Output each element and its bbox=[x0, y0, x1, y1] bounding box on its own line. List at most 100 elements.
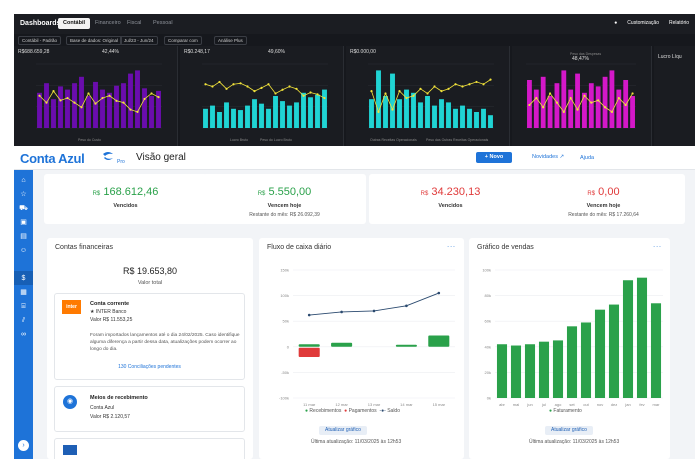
bar bbox=[488, 115, 493, 128]
tab-contabil[interactable]: Contábil bbox=[58, 18, 90, 29]
bar bbox=[156, 90, 161, 128]
novidades-link[interactable]: Novidades ↗ bbox=[532, 154, 564, 160]
line-point bbox=[302, 94, 305, 97]
x-tick-label: dez bbox=[611, 402, 617, 407]
customizacao-button[interactable]: Customização bbox=[627, 20, 659, 26]
box-icon[interactable]: ▣ bbox=[20, 219, 27, 226]
atualizar-grafico-button[interactable]: Atualizar gráfico bbox=[545, 426, 593, 435]
legend-dot-red: ● bbox=[344, 408, 348, 414]
kpi-amount: 0,00 bbox=[598, 186, 620, 198]
bar bbox=[554, 83, 560, 128]
kpi-label: Vencem hoje bbox=[586, 203, 621, 209]
bar bbox=[65, 89, 70, 128]
kpi-currency: R$ bbox=[92, 191, 101, 197]
kpi-card-pagar-hoje[interactable]: R$ 0,00 Vencem hoje Restante do mês: R$ … bbox=[522, 174, 685, 224]
tab-financeiro[interactable]: Financeiro bbox=[95, 20, 121, 26]
line-point bbox=[225, 87, 228, 90]
bar bbox=[72, 83, 77, 128]
x-tick-label: 14 mar bbox=[400, 402, 413, 407]
bar bbox=[481, 108, 486, 128]
more-options-icon[interactable]: ... bbox=[447, 242, 456, 249]
kpi-value: R$ 168.612,46 bbox=[44, 186, 207, 198]
bar bbox=[135, 70, 140, 128]
cart-icon[interactable]: ⛟ bbox=[19, 205, 28, 212]
x-tick-label: set bbox=[569, 402, 575, 407]
bar bbox=[79, 76, 84, 128]
kpi-amount: 5.550,00 bbox=[268, 186, 312, 198]
bar bbox=[446, 102, 451, 128]
saldo-point bbox=[340, 310, 343, 314]
filter-profile[interactable]: Contábil - Padrão bbox=[18, 36, 62, 45]
panel-3-chart bbox=[368, 63, 494, 129]
home-icon[interactable]: ⌂ bbox=[21, 177, 26, 184]
conciliacoes-link[interactable]: 130 Conciliações pendentes bbox=[118, 364, 181, 370]
kpi-card-pagar-vencidos[interactable]: R$ 34.230,13 Vencidos bbox=[369, 174, 532, 224]
line-point bbox=[122, 101, 125, 104]
chart-icon[interactable]: ⫽ bbox=[21, 317, 26, 324]
bank-icon[interactable]: ⌸ bbox=[21, 303, 26, 310]
line-point bbox=[136, 110, 139, 113]
line-point bbox=[260, 86, 263, 90]
filter-compare[interactable]: Comparar com bbox=[164, 36, 202, 45]
legend-dot-green: ● bbox=[549, 408, 553, 414]
recebimentos-bar bbox=[298, 344, 320, 347]
relatorio-button[interactable]: Relatório bbox=[668, 20, 689, 26]
user-icon[interactable]: ☺ bbox=[19, 247, 28, 254]
bar bbox=[308, 97, 313, 128]
panel-3-legend2: Peso das Outras Receitas Operacionais bbox=[426, 138, 489, 142]
faturamento-bar bbox=[566, 326, 578, 398]
filter-database[interactable]: Base de dados: Original bbox=[66, 36, 123, 45]
calendar-icon[interactable]: ▦ bbox=[20, 289, 27, 296]
link-icon[interactable]: ∞ bbox=[21, 331, 26, 338]
x-tick-label: ago bbox=[555, 402, 562, 407]
expand-sidebar-icon[interactable]: › bbox=[18, 440, 29, 451]
bar bbox=[142, 88, 147, 128]
bell-icon[interactable]: ● bbox=[614, 20, 618, 26]
atualizar-grafico-button[interactable]: Atualizar gráfico bbox=[319, 426, 367, 435]
line-point bbox=[555, 101, 559, 104]
bar bbox=[404, 89, 409, 128]
x-tick-label: mai bbox=[513, 402, 520, 407]
line-point bbox=[528, 103, 531, 107]
dashboard-actions: ● Customização Relatório bbox=[614, 20, 689, 26]
account-card-next[interactable] bbox=[54, 438, 245, 459]
y-tick-label: 0 bbox=[287, 344, 290, 349]
kpi-card-receber-hoje[interactable]: R$ 5.550,00 Vencem hoje Restante do mês:… bbox=[203, 174, 366, 224]
kpi-subtext: Restante do mês: R$ 17.260,64 bbox=[568, 212, 639, 218]
account-card-recebimento[interactable]: ◉ Meios de recebimento Conta Azul Valor … bbox=[54, 386, 245, 432]
account-balance: Valor R$ 11.553,25 bbox=[90, 317, 133, 323]
last-update-text: Última atualização: 11/03/2025 às 12h53 bbox=[529, 439, 620, 445]
clipboard-icon[interactable]: ▤ bbox=[20, 233, 27, 240]
dollar-icon[interactable]: $ bbox=[21, 275, 26, 282]
faturamento-bar bbox=[552, 340, 564, 398]
filter-period[interactable]: Jul/23 - Jun/24 bbox=[120, 36, 158, 45]
star-icon[interactable]: ☆ bbox=[20, 191, 27, 198]
x-tick-label: abr bbox=[499, 402, 505, 407]
novo-button[interactable]: + Novo bbox=[476, 152, 512, 163]
recebimentos-bar bbox=[428, 335, 450, 347]
panel-4-legend: Peso das Despesas bbox=[570, 52, 602, 56]
tab-fiscal[interactable]: Fiscal bbox=[127, 20, 142, 26]
line-point bbox=[211, 85, 214, 88]
brand-logo[interactable]: Conta Azul bbox=[20, 151, 85, 166]
y-tick-label: -50k bbox=[281, 370, 289, 375]
account-card-inter[interactable]: inter Conta corrente ★ INTER Banco Valor… bbox=[54, 293, 245, 380]
bar bbox=[107, 92, 112, 128]
dashboard-panel-4: 48,47% Peso das Despesas bbox=[512, 46, 652, 146]
bar bbox=[224, 102, 229, 128]
total-value: R$ 19.653,80 bbox=[122, 266, 178, 276]
kpi-currency: R$ bbox=[420, 191, 429, 197]
more-options-icon[interactable]: ... bbox=[653, 242, 662, 249]
bar bbox=[114, 85, 119, 128]
filter-analysis-plus[interactable]: Análise Plus bbox=[214, 36, 247, 45]
y-tick-label: 20k bbox=[485, 370, 491, 375]
line-point bbox=[309, 91, 312, 94]
kpi-currency: R$ bbox=[257, 191, 266, 197]
ajuda-link[interactable]: Ajuda bbox=[580, 155, 595, 161]
x-tick-label: out bbox=[583, 402, 589, 407]
tab-pessoal[interactable]: Pessoal bbox=[153, 20, 173, 26]
saldo-point bbox=[437, 291, 441, 295]
kpi-card-receber-vencidos[interactable]: R$ 168.612,46 Vencidos bbox=[44, 174, 207, 224]
bar bbox=[369, 99, 374, 128]
bar bbox=[149, 96, 154, 128]
